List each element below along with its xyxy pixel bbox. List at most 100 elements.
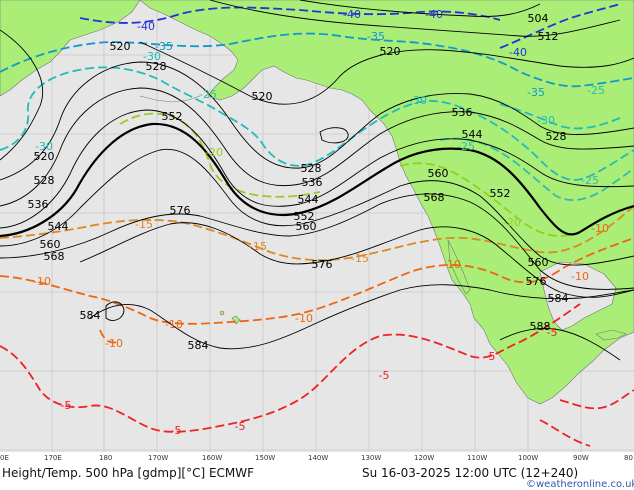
temp-label: -40 [509, 46, 527, 59]
height-label: 576 [312, 258, 333, 271]
isotherm-minus5-b [559, 389, 634, 410]
lon-tick: 0E [0, 454, 9, 462]
temp-label: -35 [527, 86, 545, 99]
contour-588 [499, 328, 621, 361]
contour-544 [0, 109, 634, 229]
height-labels: 504 512 520 520 520 528 528 528 528 536 … [28, 12, 569, 352]
temp-label: -10 [295, 312, 313, 325]
contour-520 [0, 29, 44, 161]
temp-label: -10 [105, 337, 123, 350]
lon-tick: 120W [414, 454, 435, 462]
isotherm-minus30-b [499, 103, 621, 130]
temp-label: -30 [409, 94, 427, 107]
isotherm-minus15 [0, 205, 634, 261]
isotherm-minus5 [0, 303, 581, 433]
height-label: 504 [528, 12, 549, 25]
lon-tick: 180 [99, 454, 113, 462]
temp-label: -5 [61, 399, 72, 412]
temperature-labels: -40 -40 -40 -40 -35 -35 -35 -30 -30 -30 … [33, 8, 609, 437]
temp-label: -25 [587, 84, 605, 97]
isotherm-minus5-c [539, 419, 591, 447]
temp-label: -35 [367, 30, 385, 43]
isotherm-minus25 [439, 137, 634, 201]
temp-label: -30 [143, 50, 161, 63]
height-label: 528 [146, 60, 167, 73]
land-asia [0, 0, 141, 97]
temp-label: -25 [457, 140, 475, 153]
lon-tick: 150W [255, 454, 276, 462]
contour-584 [89, 284, 634, 350]
isotherm-minus10 [0, 237, 634, 325]
temp-label: -5 [547, 326, 558, 339]
height-label: 520 [380, 45, 401, 58]
temp-label: -10 [443, 258, 461, 271]
lon-tick: 100W [518, 454, 539, 462]
lon-tick: 130W [361, 454, 382, 462]
height-label: 520 [252, 90, 273, 103]
contour-512 [209, 0, 621, 37]
height-label: 560 [296, 220, 317, 233]
temp-label: -30 [35, 140, 53, 153]
height-label: 560 [528, 256, 549, 269]
height-label: 536 [302, 176, 323, 189]
credit-link[interactable]: ©weatheronline.co.uk [526, 479, 634, 490]
height-label: 568 [44, 250, 65, 263]
temp-label: -5 [235, 420, 246, 433]
height-label: 512 [538, 30, 559, 43]
land-aleutians [139, 95, 201, 103]
lon-tick: 170W [148, 454, 169, 462]
lon-tick: 140W [308, 454, 329, 462]
lon-tick: 80 [624, 454, 633, 462]
land-north-america [139, 0, 634, 405]
height-label: 520 [110, 40, 131, 53]
height-label: 528 [301, 162, 322, 175]
temp-label: -10 [591, 222, 609, 235]
height-label: 552 [162, 110, 183, 123]
temp-label: -25 [199, 88, 217, 101]
lon-tick: 90W [573, 454, 589, 462]
contour-568 [0, 193, 634, 290]
temp-label: -40 [137, 20, 155, 33]
isotherm-minus40-east [499, 3, 621, 49]
isotherm-minus10-b [99, 329, 119, 344]
map-canvas: 504 512 520 520 520 528 528 528 528 536 … [0, 0, 634, 452]
height-label: 536 [452, 106, 473, 119]
contour-528 [0, 61, 634, 181]
height-label: 584 [80, 309, 101, 322]
isotherms [0, 3, 634, 447]
height-label: 552 [490, 187, 511, 200]
land-cuba [595, 329, 627, 341]
temp-label: -10 [571, 270, 589, 283]
contour-504 [299, 0, 541, 17]
isotherm-minus30 [0, 66, 634, 181]
lon-tick: 170E [44, 454, 62, 462]
height-label: 588 [530, 320, 551, 333]
contour-520-b [139, 41, 634, 105]
weather-map: 504 512 520 520 520 528 528 528 528 536 … [0, 0, 634, 452]
height-contours [0, 0, 634, 361]
height-label: 560 [40, 238, 61, 251]
height-label: 536 [28, 198, 49, 211]
height-label: 576 [170, 204, 191, 217]
temp-label: -30 [537, 114, 555, 127]
contour-low-ring [319, 127, 349, 144]
caption-bar: 0E 170E 180 170W 160W 150W 140W 130W 120… [0, 452, 634, 490]
isotherm-minus40 [79, 6, 501, 24]
height-label: 560 [428, 167, 449, 180]
contour-576 [79, 222, 634, 298]
isotherm-minus20 [119, 112, 321, 198]
height-label: 584 [548, 292, 569, 305]
contour-584-b [105, 301, 125, 321]
height-label: 544 [48, 220, 69, 233]
contour-536 [0, 87, 634, 207]
height-label: 544 [462, 128, 483, 141]
temp-label: -35 [155, 40, 173, 53]
temp-label: -10 [33, 275, 51, 288]
temp-label: -5 [171, 424, 182, 437]
temp-label: -5 [379, 369, 390, 382]
temp-label: -40 [343, 8, 361, 21]
height-label: 544 [298, 193, 319, 206]
temp-label: -15 [249, 240, 267, 253]
height-label: 520 [34, 150, 55, 163]
temp-label: -10 [165, 318, 183, 331]
